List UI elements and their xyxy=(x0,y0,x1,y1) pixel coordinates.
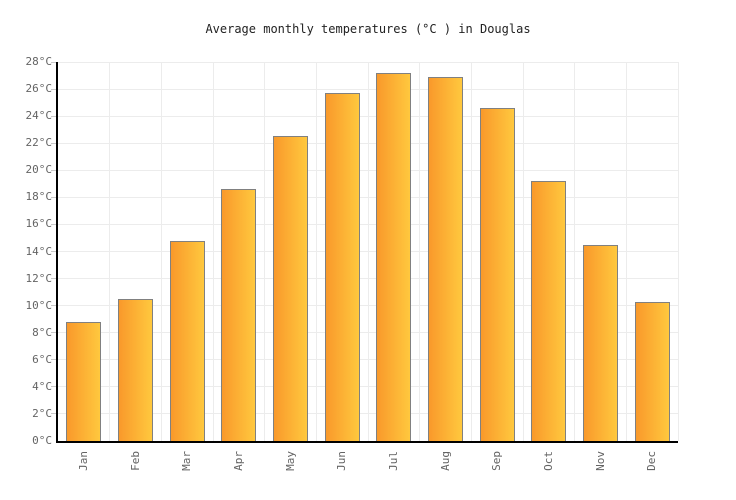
bar-mar xyxy=(170,240,205,441)
y-axis-tick xyxy=(51,115,56,117)
gridline-v xyxy=(470,62,472,441)
y-tick-label: 18°C xyxy=(25,190,53,204)
y-axis-tick xyxy=(51,251,56,252)
y-tick-label: 16°C xyxy=(25,217,53,231)
gridline-v xyxy=(367,62,369,441)
y-tick-label: 8°C xyxy=(32,325,52,339)
y-tick-label: 6°C xyxy=(32,352,52,366)
y-axis-tick xyxy=(51,61,56,63)
x-tick-label-text: Dec xyxy=(645,451,659,471)
y-tick-label: 22°C xyxy=(25,136,53,150)
bar-dec xyxy=(635,301,670,441)
x-tick-label-text: Aug xyxy=(438,451,452,471)
y-axis-tick xyxy=(51,359,56,361)
y-tick-label: 2°C xyxy=(32,406,52,420)
x-tick-label: Feb xyxy=(129,446,143,471)
y-axis-tick xyxy=(51,142,56,144)
bar-nov xyxy=(583,244,618,441)
x-tick-label: Jun xyxy=(335,446,349,471)
bar-jul xyxy=(376,72,411,441)
x-tick-label-text: May xyxy=(283,451,297,471)
gridline-v xyxy=(522,62,524,441)
x-tick-label-text: Nov xyxy=(593,451,607,471)
y-axis-tick xyxy=(51,278,56,280)
gridline-v xyxy=(212,62,214,441)
x-tick-label: Nov xyxy=(594,446,608,471)
bar-jan xyxy=(66,321,101,441)
x-tick-label: Apr xyxy=(232,446,246,471)
gridline-v xyxy=(160,62,162,441)
y-tick-label: 20°C xyxy=(25,163,53,177)
y-axis-tick xyxy=(51,196,56,198)
x-tick-label-text: Sep xyxy=(490,451,504,471)
y-tick-label: 4°C xyxy=(32,379,52,393)
y-tick-label: 24°C xyxy=(25,109,53,123)
y-tick-label: 28°C xyxy=(25,55,53,68)
chart-title: Average monthly temperatures (°C ) in Do… xyxy=(205,22,531,36)
x-tick-label: Aug xyxy=(439,446,453,471)
gridline-v xyxy=(109,62,111,441)
x-tick-label: May xyxy=(284,446,298,471)
gridline-v xyxy=(419,62,421,441)
x-tick-label-text: Feb xyxy=(128,451,142,471)
y-axis-tick xyxy=(51,332,56,334)
y-tick-label: 14°C xyxy=(25,244,53,258)
x-tick-label-text: Oct xyxy=(541,451,555,471)
x-tick-label-text: Apr xyxy=(231,451,245,471)
y-axis-tick xyxy=(51,223,56,225)
bar-sep xyxy=(480,108,515,441)
x-tick-label-text: Jan xyxy=(76,451,90,471)
x-tick-label: Oct xyxy=(542,446,556,471)
gridline-v xyxy=(264,62,266,441)
x-tick-label: Jul xyxy=(387,446,401,471)
gridline-v xyxy=(625,62,627,441)
bar-apr xyxy=(221,189,256,441)
y-axis-tick xyxy=(51,169,56,171)
bar-aug xyxy=(428,76,463,441)
x-tick-label: Dec xyxy=(645,446,659,471)
bar-feb xyxy=(118,298,153,441)
y-axis-tick xyxy=(51,305,56,307)
x-tick-label-text: Mar xyxy=(180,451,194,471)
y-tick-label: 10°C xyxy=(25,298,53,312)
gridline-v xyxy=(574,62,576,441)
y-axis-tick xyxy=(51,386,56,388)
plot-area xyxy=(51,61,679,443)
bar-oct xyxy=(531,181,566,441)
bar-may xyxy=(273,136,308,441)
bar-jun xyxy=(325,93,360,441)
gridline-v xyxy=(677,62,679,441)
x-tick-label: Jan xyxy=(77,446,91,471)
x-tick-label-text: Jul xyxy=(386,451,400,471)
y-axis-tick xyxy=(51,413,56,415)
y-tick-label: 26°C xyxy=(25,82,53,96)
gridline-v xyxy=(315,62,317,441)
x-tick-label: Mar xyxy=(180,446,194,471)
x-tick-label: Sep xyxy=(490,446,504,471)
y-axis-tick xyxy=(51,88,56,90)
y-tick-label: 0°C xyxy=(32,434,52,447)
y-tick-label: 12°C xyxy=(25,271,53,285)
x-tick-label-text: Jun xyxy=(335,451,349,471)
